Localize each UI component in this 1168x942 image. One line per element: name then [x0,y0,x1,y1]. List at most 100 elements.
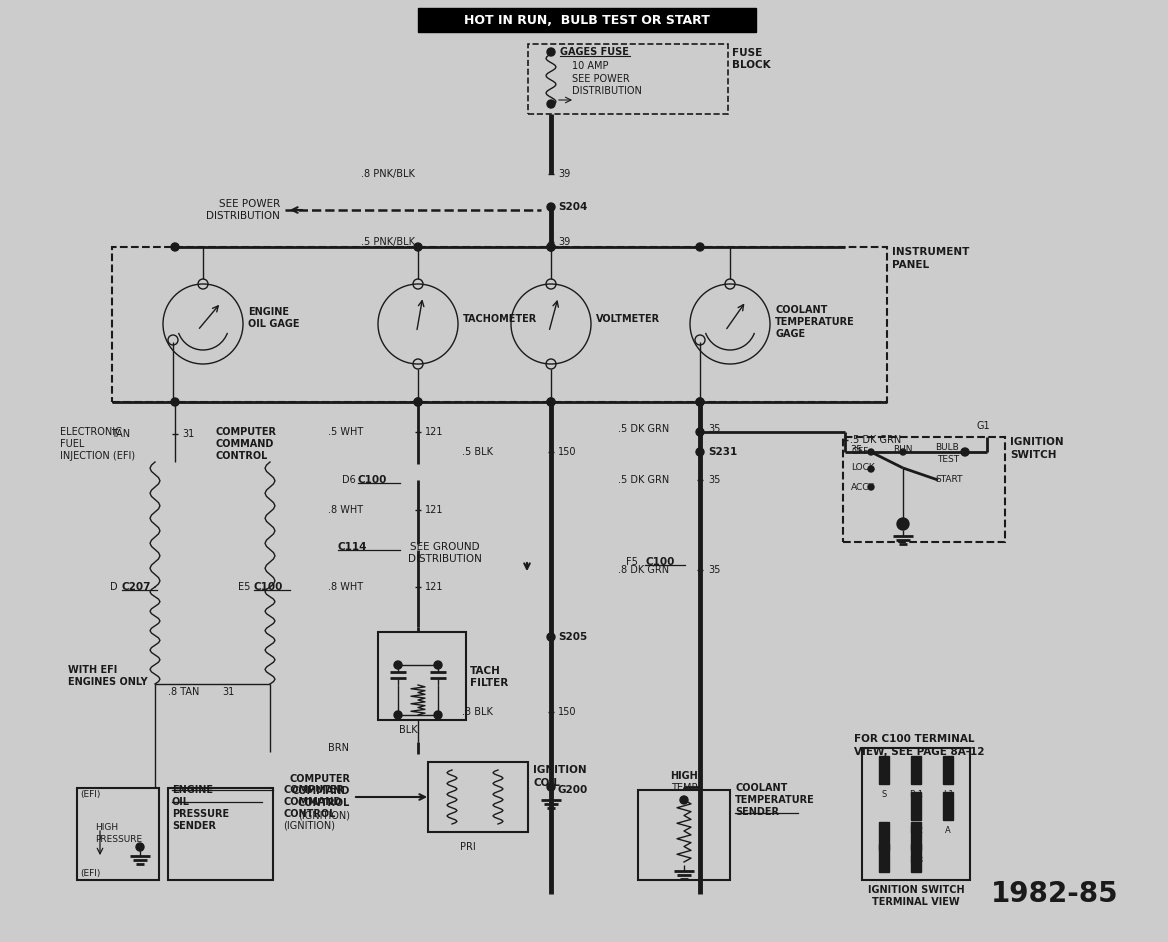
Text: S: S [882,790,887,799]
Text: OIL: OIL [172,797,190,807]
Text: FUSE: FUSE [732,48,763,58]
Text: LOCK: LOCK [851,463,875,472]
Circle shape [547,243,555,251]
Text: FOR C100 TERMINAL: FOR C100 TERMINAL [854,734,974,744]
Text: SENDER: SENDER [735,807,779,817]
Text: B-2: B-2 [909,826,923,835]
Circle shape [680,796,688,804]
Text: COMMAND: COMMAND [283,797,341,807]
Text: IGNITION: IGNITION [533,765,586,775]
Text: 35: 35 [708,475,721,485]
Text: G200: G200 [558,785,589,795]
Text: COMPUTER: COMPUTER [288,774,350,784]
Text: PRESSURE: PRESSURE [95,835,142,843]
Circle shape [547,398,555,406]
Text: 35: 35 [708,565,721,575]
Circle shape [547,633,555,641]
Text: PRI: PRI [460,842,475,852]
Text: TACHOMETER: TACHOMETER [463,314,537,324]
Circle shape [547,48,555,56]
Text: G1: G1 [976,421,989,431]
Circle shape [696,243,704,251]
Text: ELECTRONIC: ELECTRONIC [60,427,121,437]
Text: 150: 150 [558,707,577,717]
Text: TEMPERATURE: TEMPERATURE [735,795,815,805]
Text: CONTROL: CONTROL [215,451,267,461]
Text: C207: C207 [121,582,152,592]
Bar [843,437,1004,542]
Text: BLK: BLK [398,725,417,735]
Circle shape [434,711,442,719]
Text: .5 PNK/BLK: .5 PNK/BLK [361,237,415,247]
Text: (EFI): (EFI) [79,869,100,878]
Circle shape [547,243,555,251]
Text: A: A [945,826,951,835]
Text: 35: 35 [708,424,721,434]
Bar [427,762,528,832]
Circle shape [897,518,909,530]
Bar [911,844,922,872]
Text: B-3: B-3 [909,856,923,865]
Text: 31: 31 [222,687,235,697]
Circle shape [135,843,144,851]
Circle shape [413,398,422,406]
Bar [638,790,730,880]
Text: .5 WHT: .5 WHT [328,427,363,437]
Bar [911,822,922,850]
Text: SEE POWER: SEE POWER [572,74,630,84]
Text: FILTER: FILTER [470,678,508,688]
Bar [880,756,889,784]
Text: DISTRIBUTION: DISTRIBUTION [572,86,642,96]
Text: 39: 39 [558,237,570,247]
Circle shape [413,243,422,251]
Text: 35: 35 [850,445,862,455]
Circle shape [901,449,906,455]
Text: PRESSURE: PRESSURE [172,809,229,819]
Text: OFF: OFF [851,447,868,457]
Text: ENGINE: ENGINE [248,307,288,317]
Text: VIEW, SEE PAGE 8A-12: VIEW, SEE PAGE 8A-12 [854,747,985,757]
Text: TEST: TEST [937,454,959,463]
Text: BRN: BRN [328,743,349,753]
Text: 121: 121 [425,505,444,515]
Text: TEMP: TEMP [670,783,697,793]
Text: E5: E5 [238,582,250,592]
Text: COMPUTER: COMPUTER [215,427,276,437]
Bar [168,788,273,880]
Text: .8 TAN: .8 TAN [168,687,200,697]
Text: CONTROL: CONTROL [283,809,335,819]
Text: BULB: BULB [936,444,959,452]
Text: .8 DK GRN: .8 DK GRN [618,565,669,575]
Circle shape [696,398,704,406]
Circle shape [961,448,969,456]
Bar [77,788,159,880]
Text: COIL: COIL [533,778,559,788]
Bar [880,844,889,872]
Text: IGNITION SWITCH: IGNITION SWITCH [868,885,965,895]
Text: RUN: RUN [894,446,912,454]
Text: .5 DK GRN: .5 DK GRN [618,424,669,434]
Bar [911,792,922,820]
Bar [528,44,728,114]
Circle shape [394,661,402,669]
Circle shape [868,449,874,455]
Text: COMMAND: COMMAND [292,786,350,796]
Text: 10 AMP: 10 AMP [572,61,609,71]
Text: F5: F5 [626,557,638,567]
Text: COMPUTER: COMPUTER [283,785,345,795]
Text: 39: 39 [558,169,570,179]
Text: 1982-85: 1982-85 [992,880,1119,908]
Text: SEE POWER: SEE POWER [218,199,280,209]
Text: S204: S204 [558,202,588,212]
Text: G1: G1 [878,834,890,843]
Text: ENGINE: ENGINE [172,785,213,795]
Circle shape [547,203,555,211]
Text: D6: D6 [342,475,356,485]
Circle shape [696,448,704,456]
Text: FUEL: FUEL [60,439,84,449]
Bar [418,8,756,32]
Bar [943,792,953,820]
Circle shape [868,484,874,490]
Text: START: START [936,476,962,484]
Text: HIGH: HIGH [670,771,697,781]
